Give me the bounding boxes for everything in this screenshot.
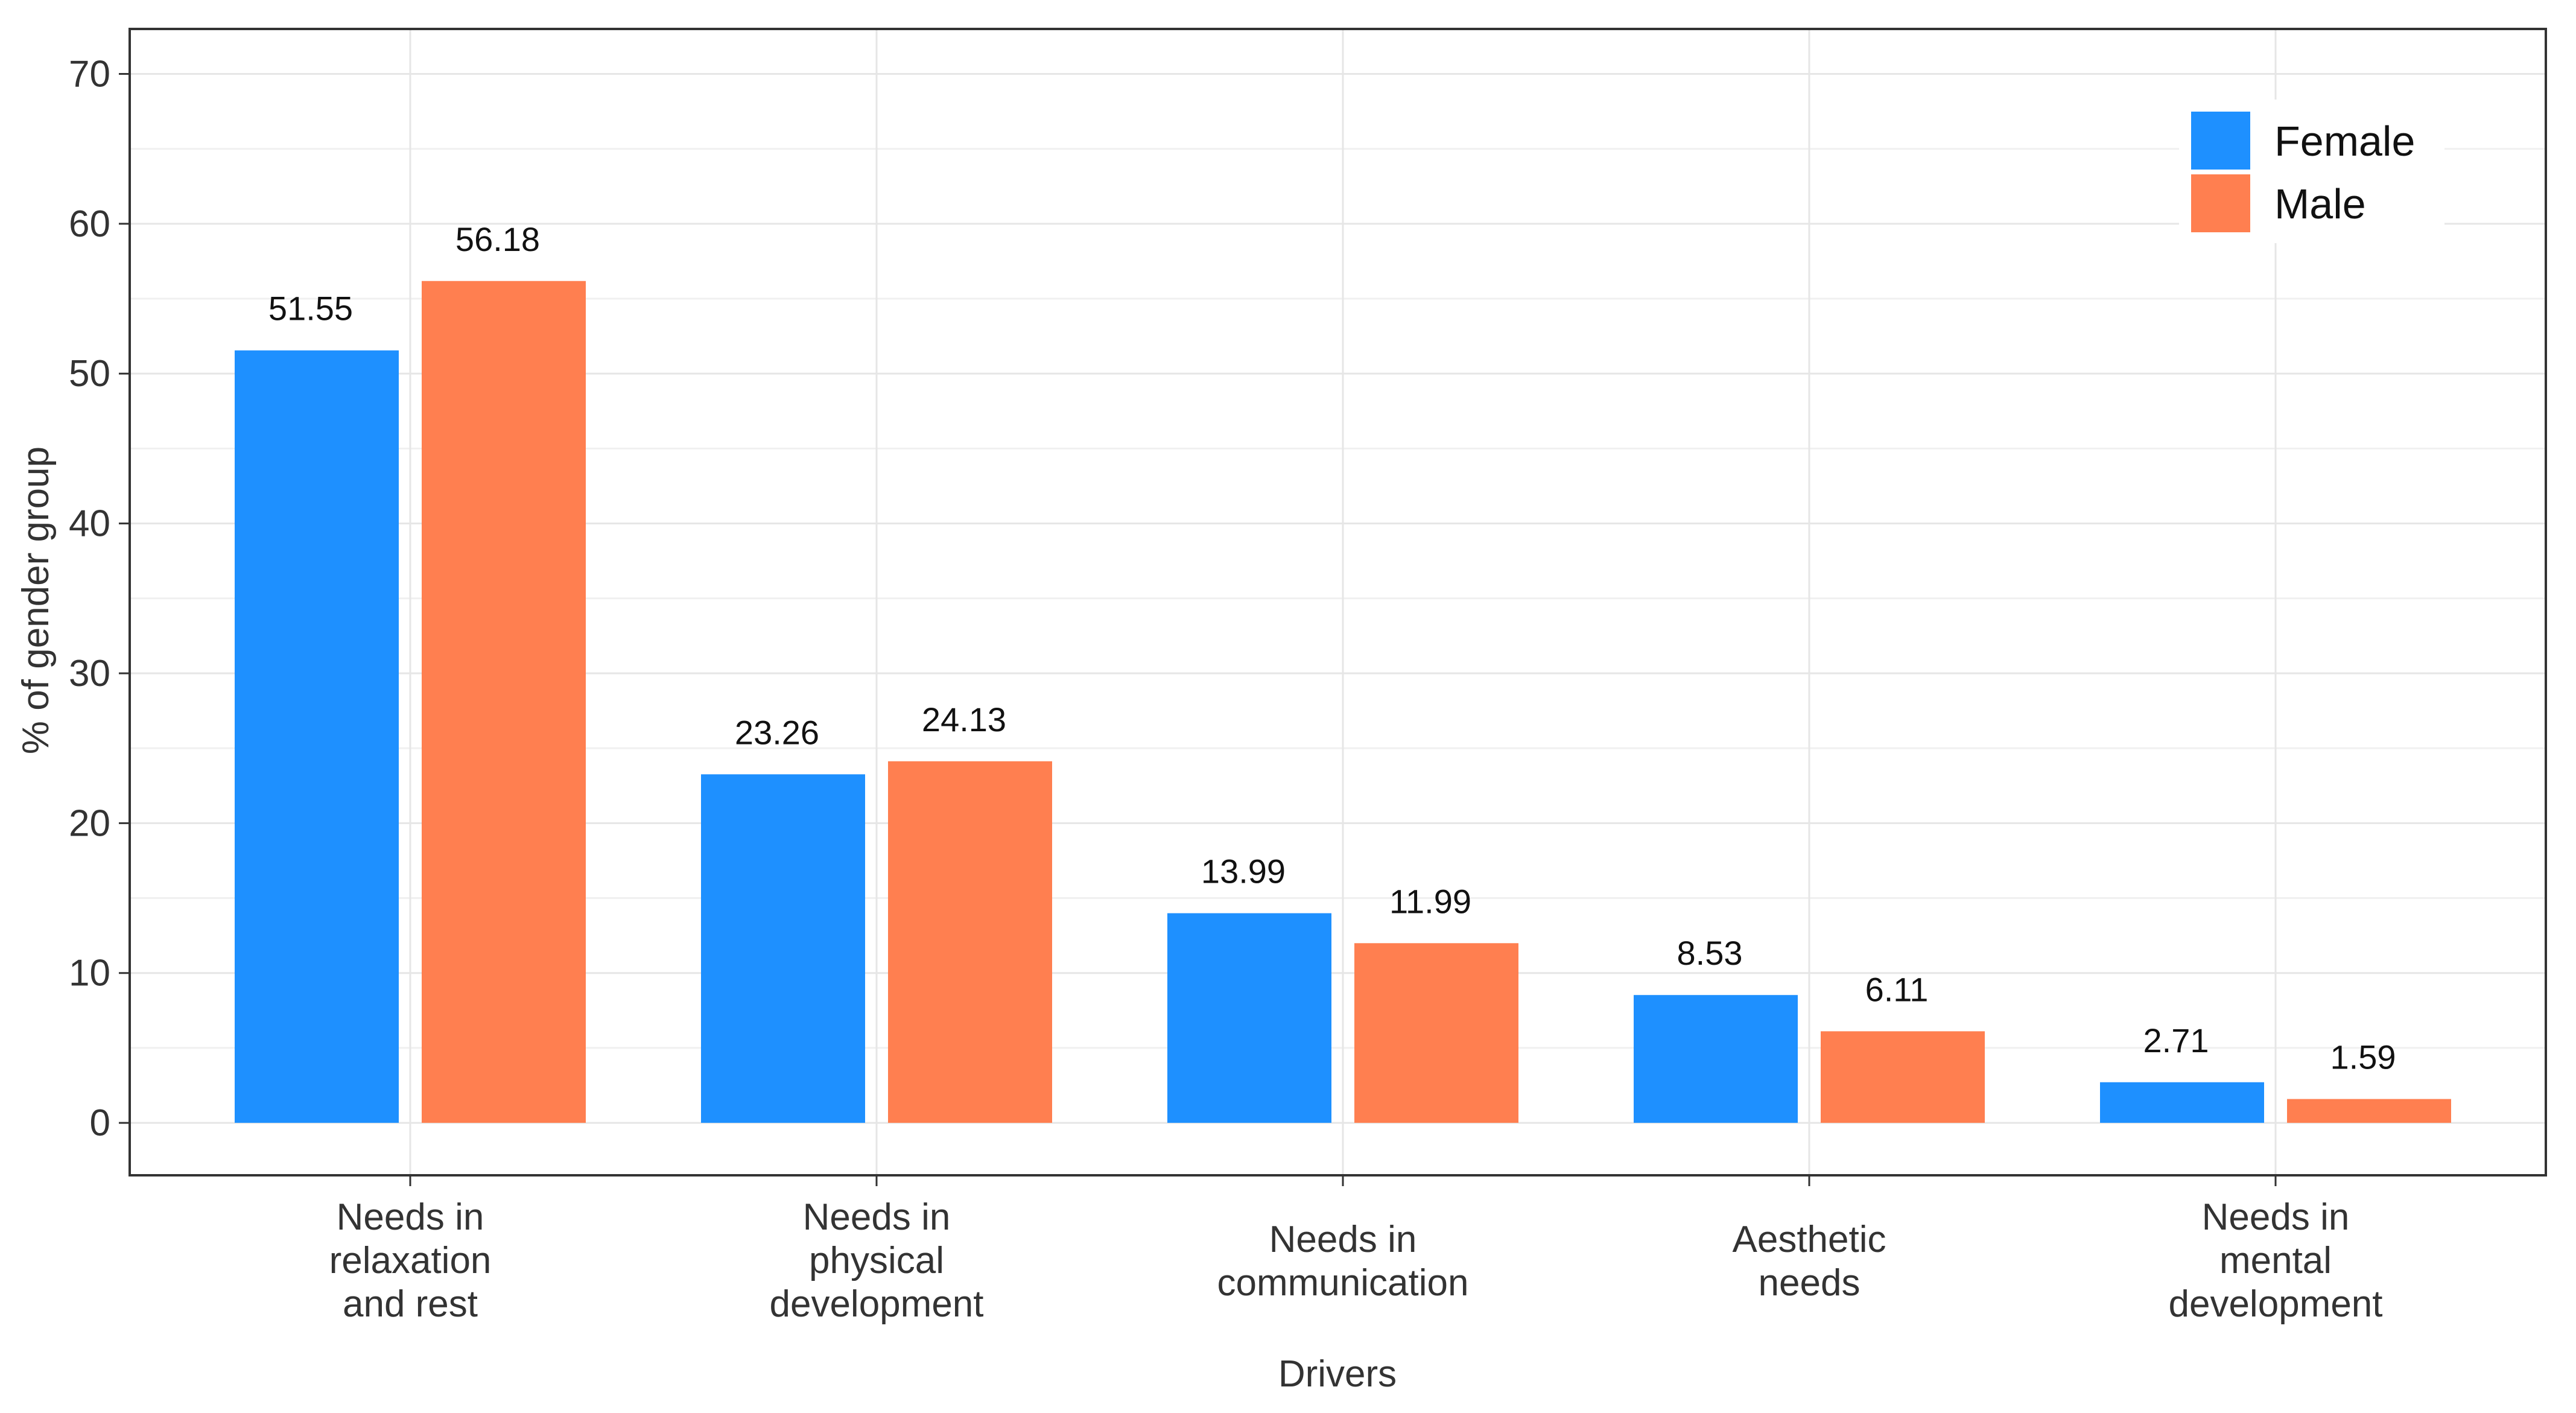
legend-key-female: [2191, 112, 2250, 170]
y-tick-label: 40: [69, 503, 110, 545]
bar-male: [888, 761, 1052, 1123]
y-tick-label: 70: [69, 54, 110, 95]
data-labels: 51.55 23.26 13.99 8.53 2.71 56.18 24.13 11.99 6.…: [268, 220, 2396, 1076]
legend-key-male: [2191, 174, 2250, 232]
bar-female: [1167, 913, 1331, 1123]
x-tick-label: Needs in communication: [1217, 1219, 1469, 1304]
bars: [235, 281, 2451, 1123]
x-tick-label: Needs in mental development: [2168, 1196, 2382, 1325]
legend-label: Male: [2274, 180, 2366, 227]
y-tick-label: 0: [90, 1102, 110, 1144]
data-label: 6.11: [1865, 970, 1929, 1008]
x-axis: Needs in relaxation and rest Needs in physic…: [329, 1175, 2383, 1325]
bar-female: [235, 350, 399, 1123]
bar-male: [1354, 943, 1518, 1123]
data-label: 56.18: [455, 220, 540, 258]
data-label: 23.26: [735, 713, 819, 751]
data-label: 24.13: [922, 700, 1006, 738]
y-tick-label: 50: [69, 353, 110, 395]
x-axis-title: Drivers: [1278, 1353, 1397, 1395]
bar-male: [2287, 1099, 2451, 1123]
data-label: 11.99: [1389, 882, 1471, 920]
y-axis-title: % of gender group: [15, 446, 57, 754]
bar-female: [701, 774, 865, 1123]
data-label: 51.55: [268, 290, 353, 328]
data-label: 2.71: [2143, 1021, 2209, 1059]
plot-panel-border: [128, 28, 2547, 1176]
legend: Female Male: [2179, 100, 2444, 243]
bar-male: [1821, 1031, 1985, 1123]
bar-male: [422, 281, 586, 1123]
bar-female: [2100, 1082, 2264, 1123]
bar-female: [1634, 995, 1798, 1123]
data-label: 8.53: [1677, 934, 1743, 972]
y-axis: 0 10 20 30 40 50 60 70: [69, 54, 130, 1144]
x-tick-label: Aesthetic needs: [1732, 1219, 1886, 1304]
x-tick-label: Needs in physical development: [769, 1196, 983, 1325]
data-label: 1.59: [2330, 1038, 2396, 1076]
y-tick-label: 30: [69, 653, 110, 694]
y-tick-label: 10: [69, 953, 110, 994]
data-label: 13.99: [1201, 853, 1286, 891]
y-tick-label: 60: [69, 203, 110, 245]
legend-label: Female: [2274, 118, 2415, 165]
x-tick-label: Needs in relaxation and rest: [329, 1196, 492, 1325]
y-tick-label: 20: [69, 802, 110, 844]
